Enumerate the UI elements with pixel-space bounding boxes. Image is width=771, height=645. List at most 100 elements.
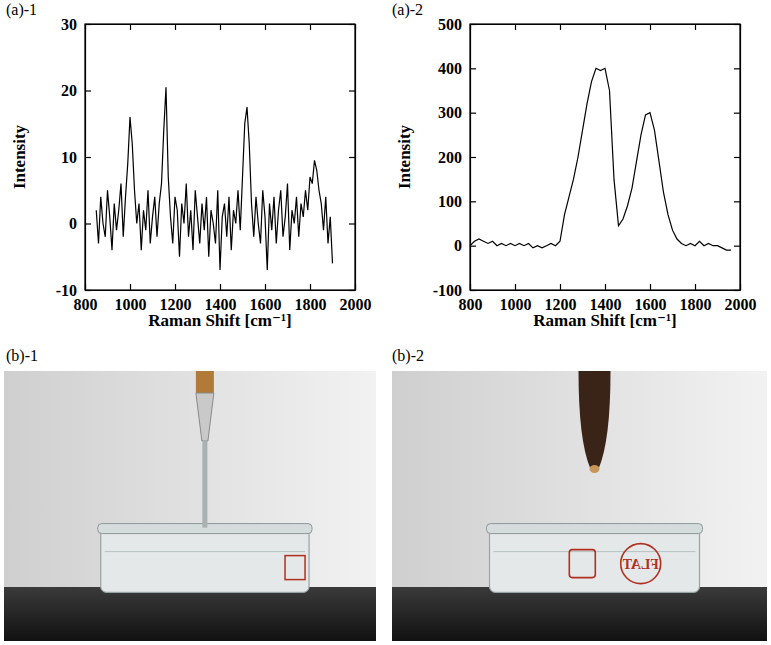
tick-mark [650,284,651,290]
pipette-top [196,371,214,393]
tick-mark [220,284,221,290]
tick [220,24,221,30]
tick-mark [85,290,91,291]
tick-mark [220,24,221,30]
y-axis: -100102030 [56,16,91,299]
x-axis-title: Raman Shift [cm⁻¹] [148,311,291,330]
tick-label: 0 [454,237,462,254]
tick-label: 10 [61,149,77,166]
tick-mark [515,24,516,30]
tick-mark [605,284,606,290]
pipette [196,393,214,441]
panel-label: (b)-1 [6,347,38,365]
tick-mark [734,290,740,291]
logo-text: FLAT [622,557,659,572]
x-axis-top [471,24,741,30]
tick-label: 800 [459,296,483,313]
tick-mark [734,157,740,158]
tick: 20 [61,82,91,99]
brush-tip [590,465,600,473]
table [4,587,376,641]
tick [310,24,311,30]
tick-mark [265,284,266,290]
tick-mark [734,246,740,247]
tick [560,24,561,30]
tick-mark [85,24,86,30]
tick [734,246,740,247]
dish-label [285,556,305,580]
tick-mark [470,201,476,202]
logo-circle [621,544,661,584]
spectrum-line [470,68,731,250]
dish-shadow [105,551,305,552]
tick: 400 [438,60,476,77]
tick: 1000 [500,284,532,313]
tick-mark [695,24,696,30]
tick-label: 30 [61,16,77,33]
tick-mark [130,24,131,30]
tick-mark [175,24,176,30]
tick: 1800 [680,284,712,313]
photo-background [4,371,376,641]
tick: 0 [69,215,91,232]
axis-line [740,25,741,291]
tick [734,24,740,25]
y-axis-title: Intensity [395,124,414,189]
brush [579,371,611,469]
tick: -100 [433,282,476,299]
tick-mark [734,24,740,25]
tick: 1200 [545,284,577,313]
liquid-stream [202,441,207,528]
x-axis-top [86,24,356,30]
tick-label: 800 [74,296,98,313]
plot-frame [85,24,355,290]
x-axis: 800100012001400160018002000 [74,284,372,313]
tick [734,290,740,291]
tick-label: 1000 [115,296,147,313]
axis-line [471,290,741,291]
tick-mark [470,290,476,291]
tick [349,91,355,92]
plot-area [96,87,332,270]
tick-label: 2000 [725,296,757,313]
tick-mark [605,24,606,30]
photo: (b)-1 [4,347,376,641]
tick: 1200 [160,284,192,313]
tick-mark [470,246,476,247]
tick [515,24,516,30]
tick [734,201,740,202]
tick-mark [470,157,476,158]
axis-line [355,25,356,291]
tick: 10 [61,149,91,166]
photo-background [392,371,767,641]
tick-mark [734,113,740,114]
tick [175,24,176,30]
panel-label: (a)-2 [392,1,423,19]
panel-label: (a)-1 [6,1,37,19]
tick-mark [470,113,476,114]
tick: 100 [438,193,476,210]
tick: 1600 [250,284,282,313]
plot-frame [470,24,740,290]
logo-box [569,550,595,578]
tick-mark [515,284,516,290]
tick-label: 1800 [295,296,327,313]
tick-label: 1000 [500,296,532,313]
tick [605,24,606,30]
tick-label: 100 [438,193,462,210]
tick-label: 300 [438,104,462,121]
tick-mark [310,24,311,30]
tick-mark [85,223,91,224]
chart-panel: 800100012001400160018002000-100010020030… [392,1,757,330]
tick [130,24,131,30]
tick: 300 [438,104,476,121]
tick-label: 1800 [680,296,712,313]
tick [349,24,355,25]
tick-mark [85,90,91,91]
tick: 200 [438,149,476,166]
tick-label: 500 [438,16,462,33]
tick-label: -100 [433,282,462,299]
dish-rim [487,524,703,534]
tick-mark [734,68,740,69]
tick [85,24,86,30]
